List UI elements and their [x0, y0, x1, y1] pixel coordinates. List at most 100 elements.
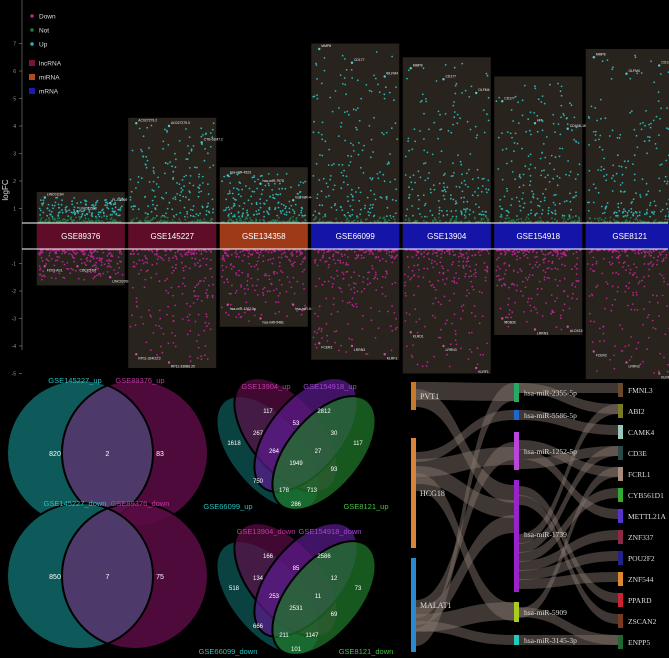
down-point: [275, 288, 278, 290]
up-point: [446, 210, 448, 212]
sankey-mrna-label: PPARD: [628, 596, 652, 605]
point-label: MMP8: [596, 52, 606, 56]
up-point: [385, 131, 388, 134]
down-point: [471, 254, 474, 257]
up-point: [536, 221, 539, 223]
venn4-ellipse: [271, 540, 377, 656]
down-point: [486, 270, 489, 273]
up-point: [152, 190, 155, 192]
down-point: [54, 277, 57, 280]
down-point: [286, 276, 289, 278]
point-label: CD177: [504, 96, 515, 100]
up-point: [622, 215, 625, 218]
down-point: [200, 250, 203, 252]
up-point: [253, 190, 256, 193]
up-point: [563, 114, 565, 117]
down-point: [188, 267, 191, 270]
up-point: [55, 197, 57, 199]
down-point: [267, 259, 270, 261]
up-point: [559, 133, 562, 136]
up-point: [229, 218, 232, 221]
down-point: [579, 249, 582, 252]
venn4-count: 666: [253, 624, 264, 630]
down-point: [293, 261, 296, 264]
down-point: [230, 268, 233, 270]
up-point: [335, 217, 338, 220]
down-point: [102, 272, 105, 275]
up-point: [501, 208, 504, 211]
down-point: [538, 264, 541, 266]
up-point: [570, 208, 572, 211]
down-point: [326, 334, 328, 337]
up-point: [378, 91, 381, 93]
sankey-mir-label: hsa-miR-2355-5p: [524, 389, 577, 398]
down-point: [269, 258, 272, 261]
up-point: [232, 187, 235, 190]
up-point: [463, 208, 465, 211]
point-label: RP11-324I22.2: [138, 356, 161, 360]
sankey-mrna-label: FCRL1: [628, 470, 651, 479]
down-point: [504, 252, 507, 254]
up-point: [238, 215, 240, 218]
down-point: [364, 251, 367, 254]
up-point: [303, 214, 305, 217]
up-point: [475, 136, 478, 139]
sankey-link: [519, 449, 618, 519]
up-point: [627, 160, 630, 163]
up-point: [578, 163, 581, 166]
down-point: [423, 251, 425, 253]
venn4-set-label: GSE154918_up: [303, 382, 356, 391]
labeled-point: [135, 353, 138, 356]
down-point: [390, 349, 393, 352]
up-point: [464, 208, 467, 211]
up-point: [602, 221, 605, 223]
down-point: [646, 348, 649, 351]
down-point: [58, 272, 61, 275]
down-point: [462, 304, 465, 306]
down-point: [647, 275, 650, 278]
point-label: LINC02092: [112, 279, 129, 283]
down-point: [501, 284, 503, 287]
down-point: [265, 274, 268, 277]
down-point: [267, 251, 270, 254]
down-point: [325, 322, 328, 325]
up-point: [634, 54, 636, 57]
down-point: [166, 313, 168, 316]
up-point: [290, 186, 292, 189]
up-point: [88, 220, 91, 222]
down-point: [564, 264, 566, 267]
up-point: [351, 188, 353, 191]
up-point: [355, 126, 357, 129]
down-point: [559, 280, 561, 282]
up-point: [338, 107, 340, 109]
up-point: [513, 150, 515, 153]
up-point: [523, 202, 526, 205]
down-point: [635, 266, 638, 269]
up-point: [648, 139, 651, 142]
down-point: [244, 292, 246, 295]
up-point: [109, 214, 112, 216]
down-point: [106, 255, 109, 257]
down-point: [156, 354, 158, 356]
down-point: [389, 325, 392, 328]
up-point: [315, 217, 317, 219]
down-point: [202, 280, 205, 282]
labeled-point: [501, 100, 504, 103]
down-point: [95, 274, 98, 277]
down-point: [662, 258, 665, 260]
up-point: [654, 204, 657, 207]
down-point: [95, 266, 97, 269]
down-point: [61, 249, 63, 252]
up-point: [288, 200, 291, 203]
down-point: [167, 292, 170, 294]
down-point: [554, 300, 557, 303]
down-point: [410, 354, 413, 357]
up-point: [333, 163, 335, 165]
down-point: [165, 289, 168, 292]
down-point: [629, 272, 631, 275]
down-point: [262, 260, 265, 263]
down-point: [441, 265, 443, 268]
up-point: [249, 219, 252, 221]
up-point: [597, 191, 600, 194]
up-point: [606, 221, 609, 223]
